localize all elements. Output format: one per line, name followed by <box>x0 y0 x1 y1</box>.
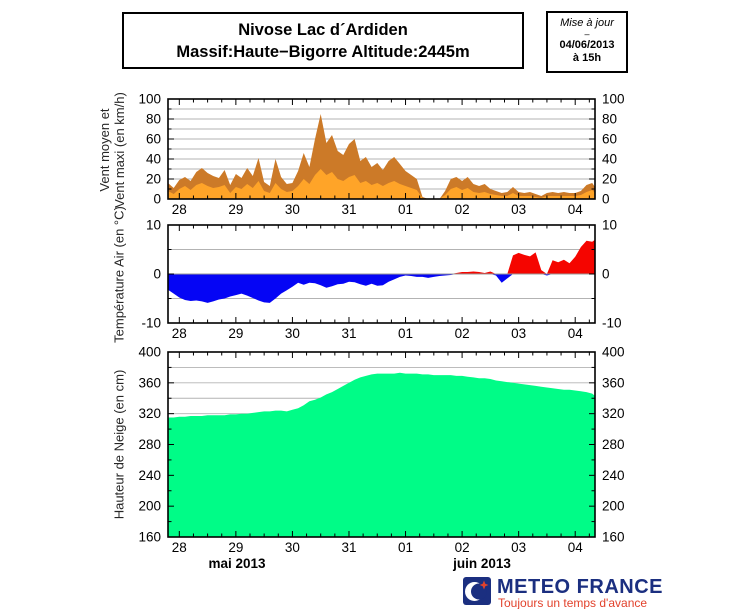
svg-text:04: 04 <box>568 202 584 217</box>
svg-text:160: 160 <box>602 530 625 545</box>
svg-text:400: 400 <box>138 345 161 360</box>
svg-text:280: 280 <box>138 437 161 452</box>
svg-text:320: 320 <box>138 406 161 421</box>
svg-text:200: 200 <box>138 499 161 514</box>
svg-text:29: 29 <box>228 540 243 555</box>
snow-depth-chart: 28 29 30 31 01 02 03 04 160 160 200 200 240 240 280 280… <box>138 345 624 556</box>
svg-text:01: 01 <box>398 326 413 341</box>
svg-text:80: 80 <box>146 112 161 127</box>
svg-text:100: 100 <box>602 92 625 107</box>
svg-text:28: 28 <box>172 202 187 217</box>
svg-text:10: 10 <box>602 218 617 233</box>
svg-text:200: 200 <box>602 499 625 514</box>
meteo-france-logo-icon <box>463 577 491 605</box>
svg-text:02: 02 <box>455 202 470 217</box>
svg-text:10: 10 <box>146 218 161 233</box>
title-line-1: Nivose Lac d´Ardiden <box>238 20 408 39</box>
meteo-france-logo: METEO FRANCE Toujours un temps d'avance <box>463 576 723 609</box>
update-time: à 15h <box>572 52 602 64</box>
svg-text:40: 40 <box>146 152 161 167</box>
svg-text:60: 60 <box>146 132 161 147</box>
svg-text:0: 0 <box>602 267 610 282</box>
svg-text:01: 01 <box>398 202 413 217</box>
wind-chart: 28 29 30 31 01 02 03 04 0 0 20 20 40 40 60 60 80 80 100 100 <box>138 92 624 218</box>
svg-text:30: 30 <box>285 202 300 217</box>
svg-text:03: 03 <box>511 326 526 341</box>
svg-text:240: 240 <box>602 468 625 483</box>
svg-text:400: 400 <box>602 345 625 360</box>
svg-text:28: 28 <box>172 540 187 555</box>
svg-text:20: 20 <box>146 172 161 187</box>
month-label-mai: mai 2013 <box>208 556 266 571</box>
update-label: Mise à jour <box>560 17 614 29</box>
update-separator: – <box>584 29 590 39</box>
svg-text:03: 03 <box>511 202 526 217</box>
svg-text:31: 31 <box>341 326 356 341</box>
svg-text:0: 0 <box>153 267 161 282</box>
title-box: Nivose Lac d´Ardiden Massif:Haute−Bigorr… <box>122 12 524 69</box>
update-box: Mise à jour – 04/06/2013 à 15h <box>546 11 628 73</box>
svg-text:-10: -10 <box>141 316 161 331</box>
svg-text:80: 80 <box>602 112 617 127</box>
svg-text:04: 04 <box>568 540 584 555</box>
svg-text:29: 29 <box>228 202 243 217</box>
svg-text:28: 28 <box>172 326 187 341</box>
title-line-2: Massif:Haute−Bigorre Altitude:2445m <box>176 42 470 61</box>
svg-text:02: 02 <box>455 326 470 341</box>
svg-text:0: 0 <box>602 192 610 207</box>
svg-text:320: 320 <box>602 406 625 421</box>
svg-text:30: 30 <box>285 326 300 341</box>
snow-depth-y-axis-label: Hauteur de Neige (en cm) <box>111 369 127 520</box>
svg-text:03: 03 <box>511 540 526 555</box>
svg-text:31: 31 <box>341 202 356 217</box>
svg-text:100: 100 <box>138 92 161 107</box>
svg-text:0: 0 <box>153 192 161 207</box>
svg-text:360: 360 <box>138 375 161 390</box>
temperature-chart: 28 29 30 31 01 02 03 04 -10 -10 0 0 10 10 <box>141 218 621 342</box>
svg-text:04: 04 <box>568 326 584 341</box>
svg-text:31: 31 <box>341 540 356 555</box>
month-label-juin: juin 2013 <box>453 556 511 571</box>
svg-text:280: 280 <box>602 437 625 452</box>
svg-text:40: 40 <box>602 152 617 167</box>
svg-text:60: 60 <box>602 132 617 147</box>
svg-text:01: 01 <box>398 540 413 555</box>
brand-name: METEO FRANCE <box>497 576 663 598</box>
svg-text:29: 29 <box>228 326 243 341</box>
svg-text:160: 160 <box>138 530 161 545</box>
svg-text:30: 30 <box>285 540 300 555</box>
svg-text:20: 20 <box>602 172 617 187</box>
brand-tagline: Toujours un temps d'avance <box>498 596 648 609</box>
update-date: 04/06/2013 <box>559 39 615 51</box>
svg-text:360: 360 <box>602 375 625 390</box>
svg-text:02: 02 <box>455 540 470 555</box>
svg-text:-10: -10 <box>602 316 622 331</box>
svg-text:240: 240 <box>138 468 161 483</box>
